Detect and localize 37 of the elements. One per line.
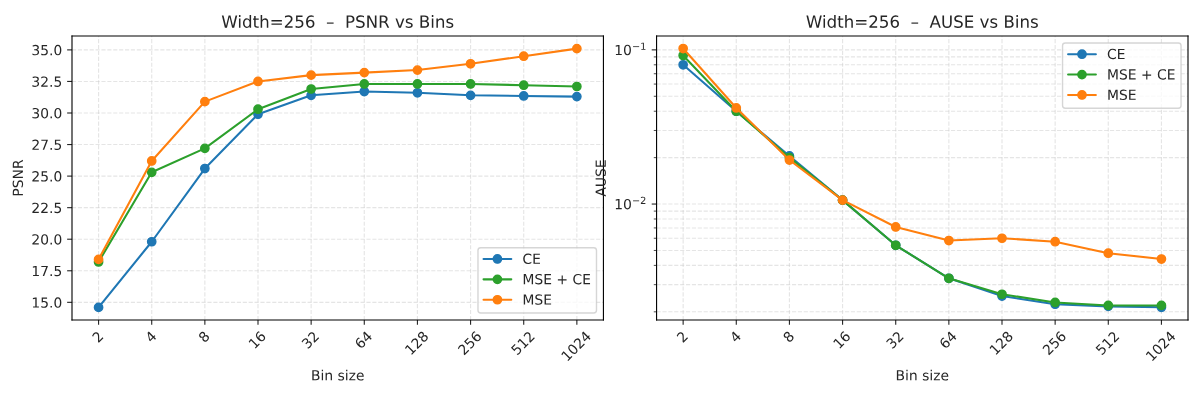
x-tick-label: 16 [832,330,852,349]
x-tick-label: 8 [197,330,211,343]
legend-label: CE [523,253,540,265]
y-axis-title: PSNR [12,159,24,196]
x-tick-label: 32 [885,330,904,350]
y-tick-label: 22.5 [32,202,62,214]
y-tick-label: 35.0 [32,44,62,56]
x-tick-label: 64 [938,330,958,350]
x-tick-label: 64 [354,330,373,350]
x-axis-title: Bin size [312,369,364,381]
x-tick-label: 512 [510,330,535,356]
x-tick-label: 8 [782,330,795,343]
legend-label: MSE [523,294,552,305]
x-tick-label: 32 [301,330,320,350]
legend-label: MSE + CE [523,273,591,285]
chart-title: Width=256 – AUSE vs Bins [806,15,1038,28]
y-tick-label: 10$^{−1}$ [615,42,646,56]
x-axis-title: Bin size [896,369,949,381]
legend-label: MSE + CE [1108,69,1175,80]
y-tick-label: 17.5 [32,265,62,277]
y-tick-label: 27.5 [32,139,62,151]
y-tick-label: 20.0 [32,234,62,245]
x-tick-label: 16 [248,330,267,349]
x-tick-label: 2 [91,330,104,343]
chart-title: Width=256 – PSNR vs Bins [221,15,454,28]
y-tick-label: 15.0 [32,297,62,308]
x-tick-label: 2 [676,330,688,343]
y-axis-title: AUSE [595,160,606,197]
x-tick-label: 512 [1095,330,1120,356]
y-tick-label: 25.0 [32,171,62,182]
y-tick-label: 32.5 [32,76,62,87]
legend-label: MSE [1108,89,1136,101]
x-tick-label: 4 [729,330,742,343]
y-tick-label: 30.0 [32,107,62,119]
x-tick-label: 4 [144,330,157,343]
legend-label: CE [1107,48,1125,60]
y-tick-label: 10$^{−2}$ [615,196,646,210]
